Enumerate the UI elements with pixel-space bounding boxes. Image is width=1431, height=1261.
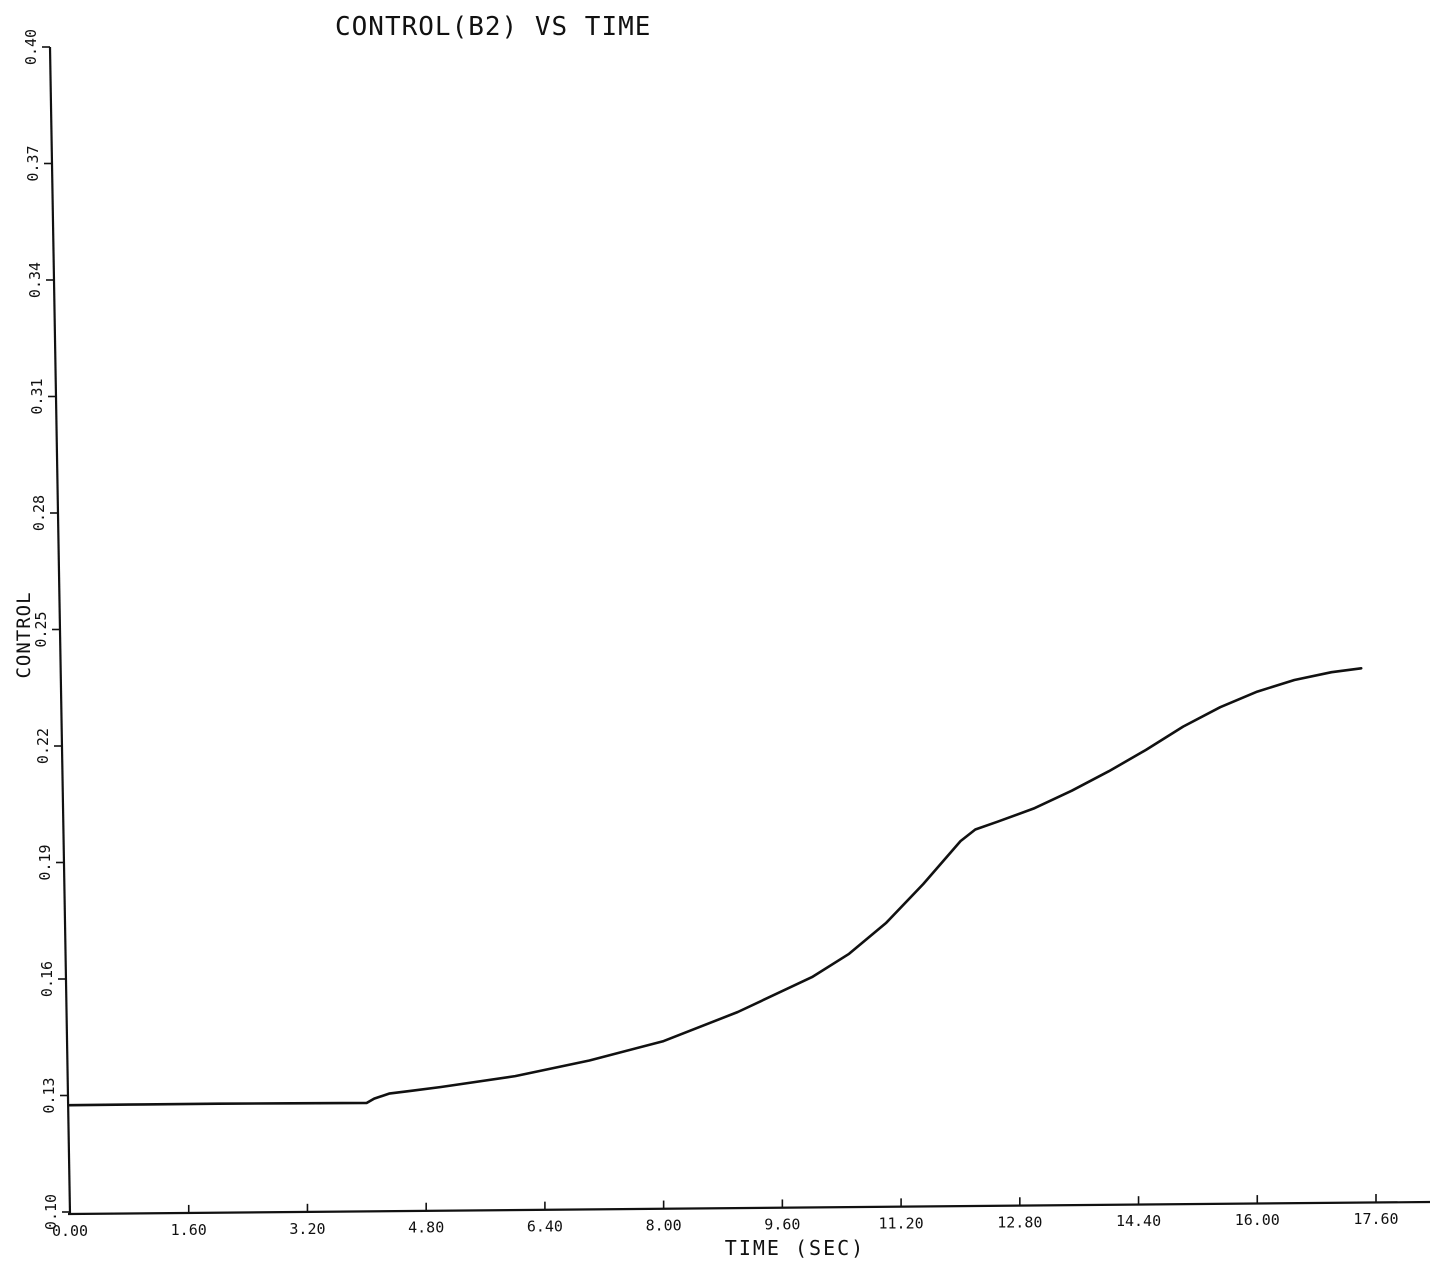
x-tick-label: 14.40	[1116, 1212, 1161, 1230]
y-tick-label: 0.13	[40, 1077, 58, 1113]
y-tick-label: 0.10	[42, 1194, 60, 1230]
x-tick-label: 17.60	[1353, 1210, 1398, 1228]
y-tick-label: 0.40	[22, 29, 40, 65]
x-tick-label: 3.20	[289, 1220, 325, 1238]
x-tick-label: 16.00	[1235, 1211, 1280, 1229]
y-axis-title: CONTROL	[13, 591, 35, 678]
chart-title: CONTROL(B2) VS TIME	[335, 12, 651, 42]
y-tick-label: 0.28	[30, 495, 48, 531]
x-tick-label: 12.80	[997, 1213, 1042, 1231]
x-axis-ticks: 0.00 1.60 3.20 4.80 6.40 8.00 9.60 11.20 12.80 14…	[52, 1194, 1399, 1240]
x-tick-label: 9.60	[764, 1215, 800, 1233]
x-tick-label: 8.00	[646, 1217, 682, 1235]
x-axis-title: TIME (SEC)	[725, 1236, 865, 1260]
x-tick-label: 11.20	[879, 1214, 924, 1232]
x-tick-label: 0.00	[52, 1222, 88, 1240]
y-tick-label: 0.34	[26, 262, 44, 298]
y-axis-line	[48, 46, 72, 1215]
y-tick-label: 0.31	[28, 378, 46, 414]
x-axis-line	[67, 1200, 1431, 1216]
x-tick-label: 4.80	[408, 1219, 444, 1237]
x-tick-label: 1.60	[171, 1221, 207, 1239]
y-tick-label: 0.19	[36, 844, 54, 880]
control-series-line	[68, 667, 1363, 1107]
y-axis-ticks: 0.10 0.13 0.16 0.19 0.22 0.25 0.28 0.31 0.34 0.37…	[22, 29, 70, 1230]
y-tick-label: 0.16	[38, 961, 56, 997]
y-tick-label: 0.22	[34, 728, 52, 764]
y-tick-label: 0.25	[32, 611, 50, 647]
y-tick-label: 0.37	[24, 145, 42, 181]
x-tick-label: 6.40	[527, 1218, 563, 1236]
